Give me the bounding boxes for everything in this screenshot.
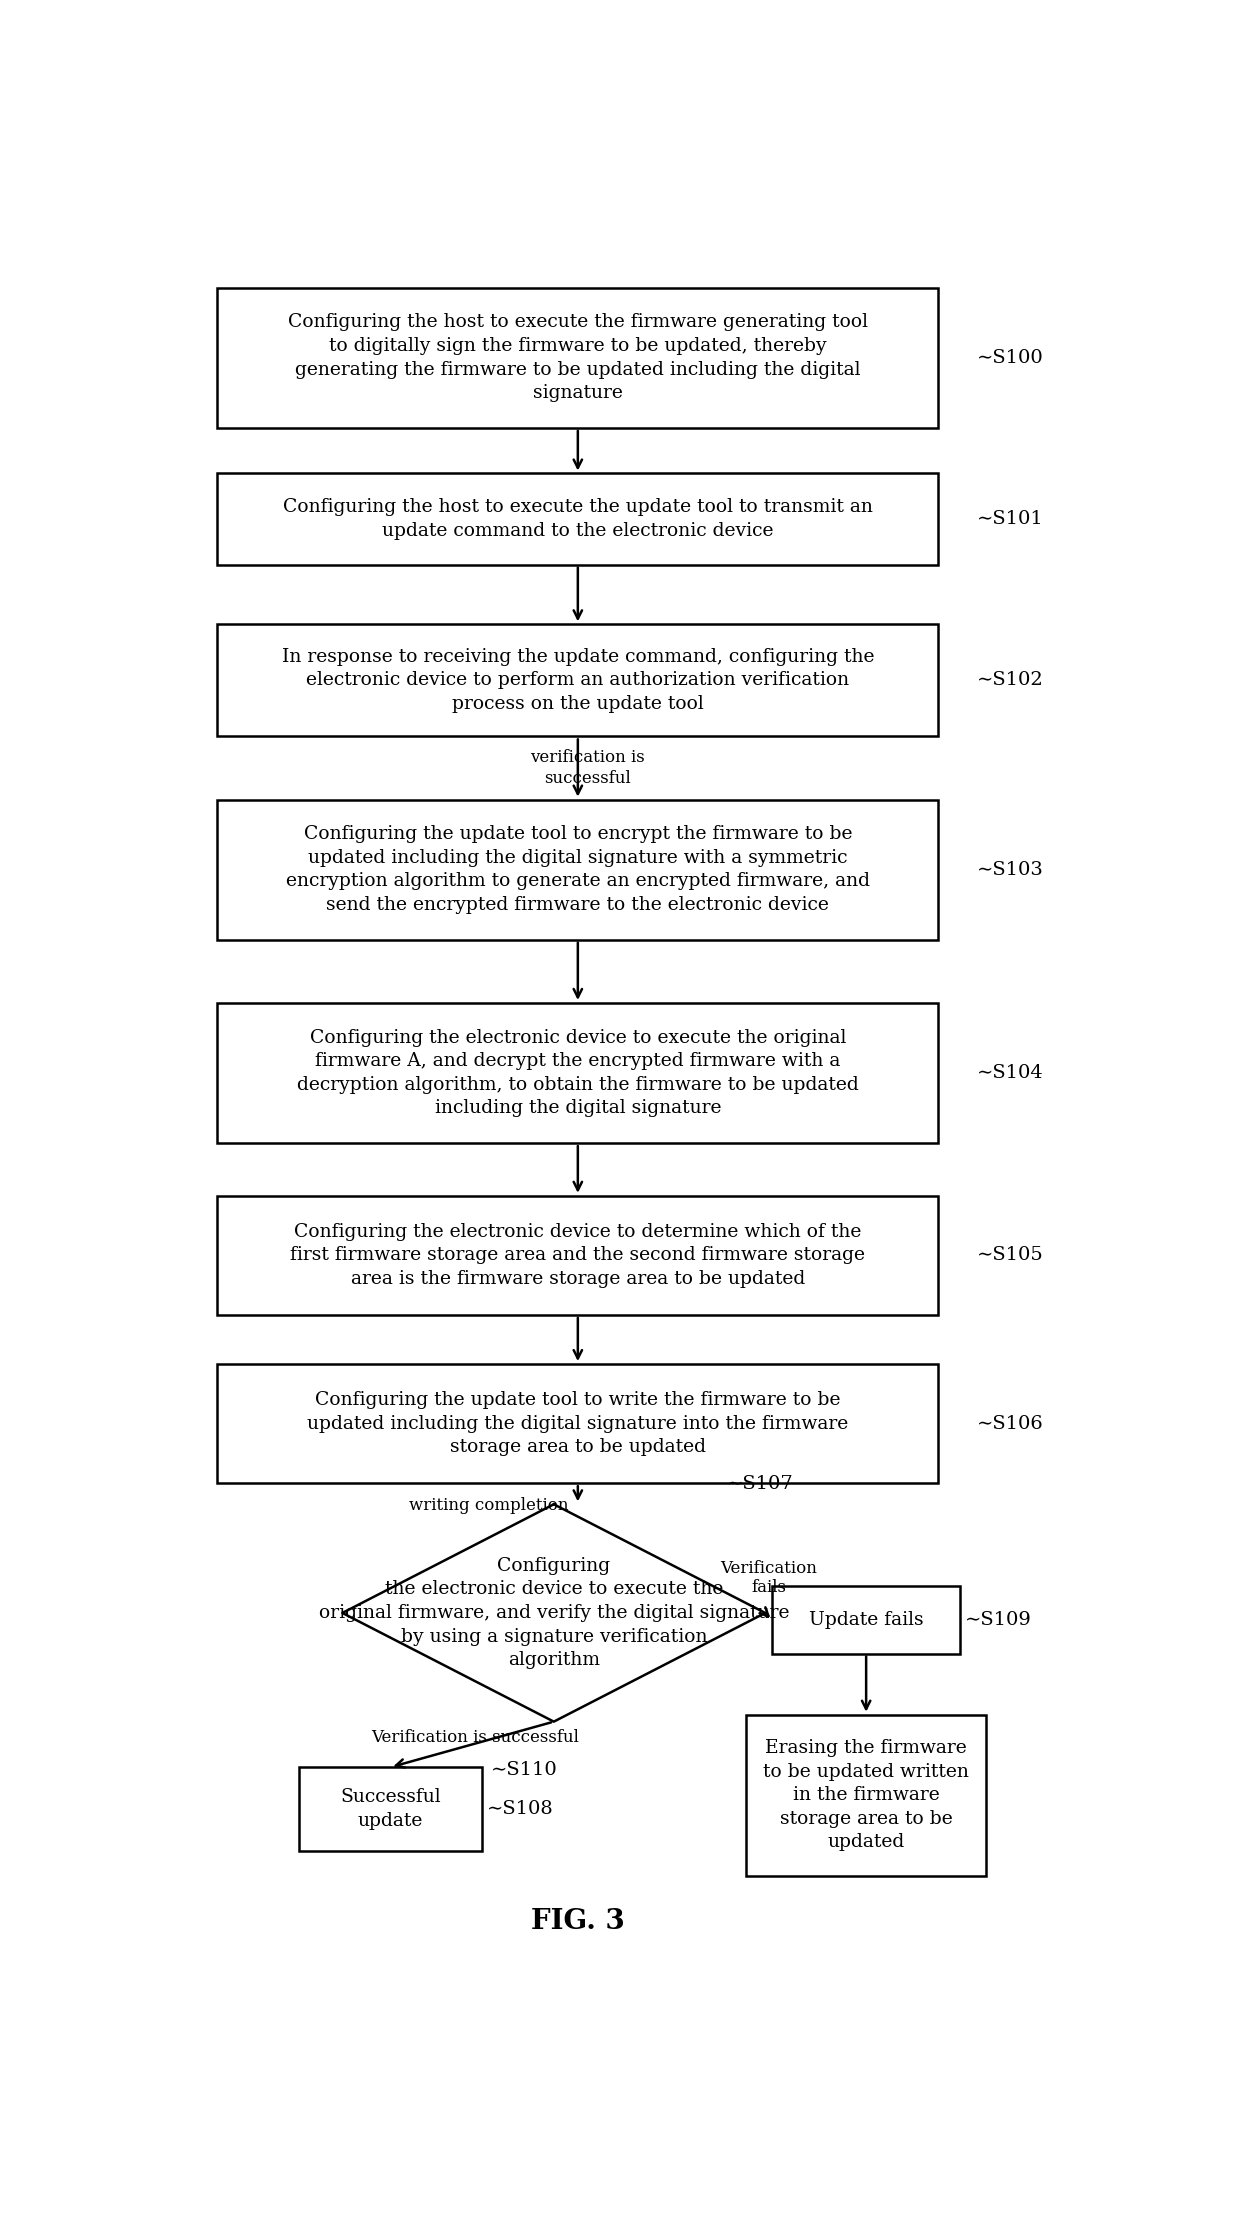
Text: verification is
successful: verification is successful (529, 749, 645, 787)
Bar (299, 1766, 481, 1851)
Text: Erasing the firmware
to be updated written
in the firmware
storage area to be
up: Erasing the firmware to be updated writt… (763, 1740, 970, 1851)
Text: ∼S106: ∼S106 (977, 1415, 1043, 1433)
Text: ∼S101: ∼S101 (977, 511, 1043, 529)
Bar (746, 1715, 986, 1875)
Bar (217, 473, 939, 564)
Text: FIG. 3: FIG. 3 (531, 1909, 625, 1935)
Text: Verification is successful: Verification is successful (371, 1729, 579, 1746)
Text: Configuring the host to execute the update tool to transmit an
update command to: Configuring the host to execute the upda… (283, 498, 873, 540)
Text: Configuring the update tool to encrypt the firmware to be
updated including the : Configuring the update tool to encrypt t… (286, 824, 869, 913)
Text: ∼S103: ∼S103 (977, 860, 1044, 878)
Text: Configuring the electronic device to execute the original
firmware A, and decryp: Configuring the electronic device to exe… (296, 1029, 859, 1118)
Text: Configuring the update tool to write the firmware to be
updated including the di: Configuring the update tool to write the… (308, 1391, 848, 1455)
Text: ∼S109: ∼S109 (965, 1611, 1032, 1629)
Text: ∼S105: ∼S105 (977, 1247, 1043, 1264)
Text: ∼S108: ∼S108 (486, 1800, 553, 1818)
Bar (217, 1195, 939, 1315)
Text: Update fails: Update fails (808, 1611, 924, 1629)
Text: Configuring the host to execute the firmware generating tool
to digitally sign t: Configuring the host to execute the firm… (288, 313, 868, 402)
Text: In response to receiving the update command, configuring the
electronic device t: In response to receiving the update comm… (281, 649, 874, 713)
Text: ∼S102: ∼S102 (977, 671, 1043, 689)
Text: ∼S100: ∼S100 (977, 349, 1043, 367)
Text: Successful
update: Successful update (340, 1789, 440, 1831)
Text: ∼S110: ∼S110 (491, 1760, 558, 1780)
Text: ∼S107: ∼S107 (727, 1475, 794, 1493)
Bar (217, 624, 939, 735)
Bar (773, 1587, 960, 1653)
Text: Verification
fails: Verification fails (720, 1560, 817, 1595)
Text: Configuring
the electronic device to execute the
original firmware, and verify t: Configuring the electronic device to exe… (319, 1558, 789, 1669)
Bar (217, 800, 939, 940)
Bar (217, 1364, 939, 1484)
Text: Configuring the electronic device to determine which of the
first firmware stora: Configuring the electronic device to det… (290, 1222, 866, 1289)
Text: ∼S104: ∼S104 (977, 1064, 1043, 1082)
Bar (217, 1002, 939, 1142)
Text: writing completion: writing completion (409, 1498, 568, 1513)
Bar (217, 287, 939, 429)
Polygon shape (342, 1504, 765, 1722)
